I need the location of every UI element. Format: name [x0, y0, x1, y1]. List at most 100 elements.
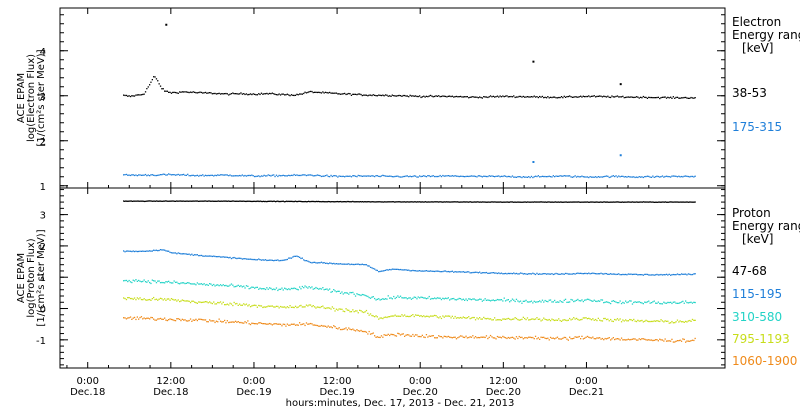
data-point	[425, 315, 428, 317]
data-point	[664, 338, 666, 340]
data-point	[352, 175, 354, 177]
data-point	[393, 295, 395, 298]
data-point	[262, 306, 264, 309]
data-point	[341, 201, 343, 203]
data-point	[528, 176, 530, 178]
data-point	[541, 95, 544, 98]
data-point	[154, 298, 156, 301]
data-point	[419, 270, 421, 272]
data-point	[622, 301, 624, 304]
data-point	[661, 96, 664, 98]
data-point	[556, 273, 559, 275]
data-point	[369, 201, 371, 203]
data-point	[284, 200, 287, 203]
data-point	[423, 175, 425, 177]
data-point	[479, 298, 481, 300]
data-point	[384, 94, 387, 96]
data-point	[641, 302, 643, 304]
data-point	[446, 175, 448, 177]
data-point	[563, 299, 565, 301]
data-point	[200, 91, 203, 94]
data-point	[577, 201, 580, 203]
data-point	[341, 308, 343, 310]
data-point	[315, 262, 317, 264]
data-point	[619, 274, 621, 276]
data-point	[164, 200, 167, 202]
data-point	[564, 298, 567, 300]
data-point	[350, 176, 353, 178]
data-point	[376, 298, 378, 300]
data-point	[218, 92, 220, 94]
data-point	[592, 176, 594, 178]
data-point	[525, 96, 527, 98]
data-point	[560, 301, 563, 303]
data-point	[541, 299, 544, 301]
data-point	[462, 175, 464, 178]
data-point	[191, 300, 193, 302]
data-point	[252, 93, 254, 95]
data-point	[269, 287, 271, 289]
data-point	[354, 330, 357, 332]
data-point	[575, 96, 578, 98]
data-point	[571, 96, 574, 98]
data-point	[365, 201, 367, 203]
data-point	[132, 298, 134, 300]
data-point	[125, 94, 128, 97]
data-point	[391, 176, 393, 178]
data-point	[382, 201, 385, 203]
data-point	[263, 306, 265, 308]
data-point	[605, 301, 608, 303]
data-point	[197, 200, 200, 202]
data-point	[336, 200, 338, 203]
data-point	[311, 262, 313, 264]
data-point	[509, 337, 511, 339]
data-point	[412, 333, 414, 336]
data-point	[179, 283, 181, 285]
data-point	[181, 200, 183, 202]
data-point	[653, 176, 655, 178]
data-point	[663, 274, 665, 276]
data-point	[316, 324, 318, 327]
data-point	[367, 312, 369, 314]
data-point	[432, 175, 434, 177]
data-point	[474, 175, 477, 178]
data-point	[556, 97, 559, 99]
data-point	[154, 249, 156, 252]
data-point	[462, 96, 464, 98]
data-point	[126, 200, 128, 202]
data-point	[574, 336, 576, 338]
data-point	[539, 176, 541, 178]
data-point	[511, 273, 514, 275]
data-point	[405, 269, 407, 271]
data-point	[633, 273, 635, 275]
data-point	[487, 317, 489, 320]
data-point	[341, 291, 343, 293]
data-point	[592, 95, 594, 97]
data-point	[690, 201, 692, 203]
data-point	[465, 335, 467, 337]
data-point	[384, 316, 387, 318]
data-point	[279, 305, 282, 308]
data-point	[181, 253, 183, 255]
data-point	[438, 317, 440, 319]
data-point	[513, 272, 515, 274]
data-point	[293, 200, 295, 203]
data-point	[459, 175, 462, 177]
data-point	[334, 201, 336, 203]
data-point	[243, 175, 245, 177]
data-point	[480, 336, 482, 338]
data-point	[645, 201, 647, 203]
data-point	[241, 174, 243, 176]
data-point	[281, 306, 283, 308]
data-point	[368, 201, 370, 203]
data-point	[199, 301, 201, 303]
data-point	[297, 324, 299, 326]
data-point	[372, 267, 374, 270]
data-point	[179, 200, 181, 202]
data-point	[690, 96, 692, 99]
data-point	[334, 263, 336, 265]
data-point	[238, 200, 240, 202]
data-point	[346, 309, 348, 311]
data-point	[357, 312, 359, 314]
